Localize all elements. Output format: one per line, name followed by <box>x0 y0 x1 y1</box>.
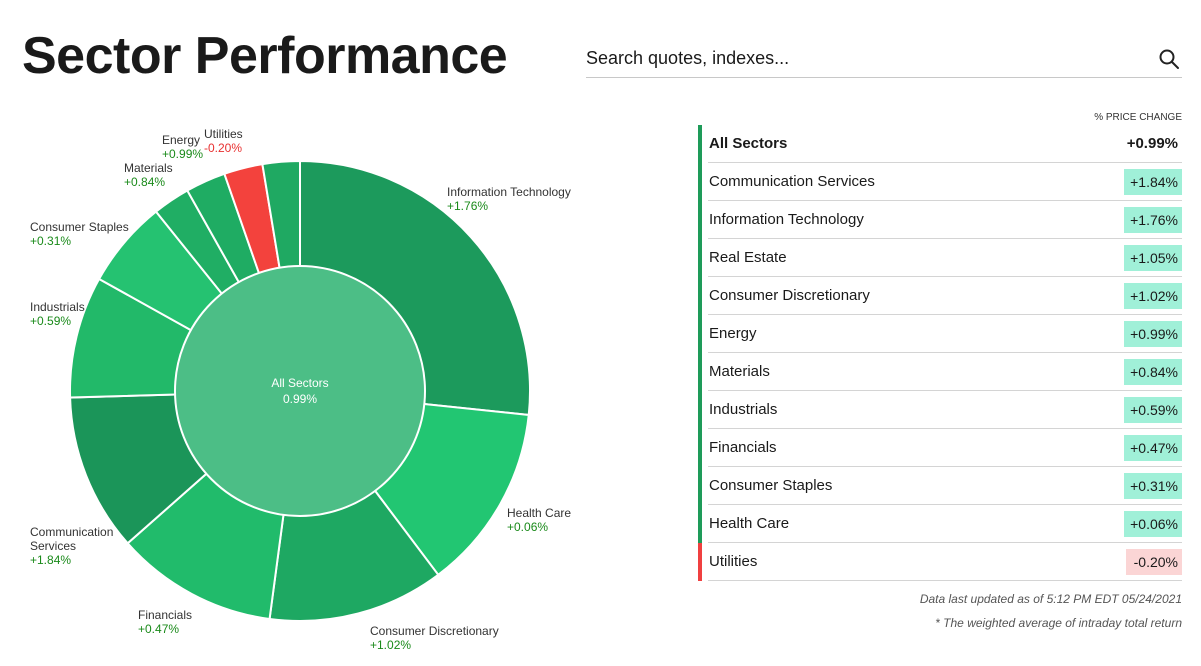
sector-name: Materials <box>709 363 770 380</box>
slice-label-name: Energy <box>162 133 200 147</box>
sector-name: All Sectors <box>709 135 788 152</box>
slice-label-industrials: Industrials+0.59% <box>30 300 85 328</box>
sector-change: +1.76% <box>1124 207 1182 233</box>
sector-change: +0.99% <box>1126 135 1178 152</box>
slice-label-name: Materials <box>124 161 173 175</box>
slice-label-name: Services <box>30 539 76 553</box>
slice-label-utilities: Utilities-0.20% <box>204 127 243 155</box>
table-row[interactable]: Energy +0.99% <box>698 315 1182 353</box>
table-row[interactable]: Financials +0.47% <box>698 429 1182 467</box>
slice-label-name: Industrials <box>30 300 85 314</box>
table-row[interactable]: Communication Services +1.84% <box>698 163 1182 201</box>
slice-label-name: Information Technology <box>447 185 571 199</box>
sector-table: All Sectors +0.99% Communication Services +… <box>698 125 1182 581</box>
page-title: Sector Performance <box>22 27 508 85</box>
slice-label-health-care: Health Care+0.06% <box>507 506 571 534</box>
slice-label-change: +1.84% <box>30 553 71 567</box>
sector-name: Industrials <box>709 401 778 418</box>
sector-name: Communication Services <box>709 173 875 190</box>
table-header: % PRICE CHANGE <box>1094 112 1182 123</box>
sector-change: +0.06% <box>1124 511 1182 537</box>
slice-label-consumer-discretionary: Consumer Discretionary+1.02% <box>370 624 499 652</box>
slice-label-consumer-staples: Consumer Staples+0.31% <box>30 220 129 248</box>
sector-name: Real Estate <box>709 249 787 266</box>
center-value: 0.99% <box>283 392 317 406</box>
sector-change: +0.47% <box>1124 435 1182 461</box>
sector-name: Utilities <box>709 553 758 570</box>
slice-label-change: +0.84% <box>124 175 165 189</box>
slice-label-name: Consumer Staples <box>30 220 129 234</box>
slice-label-change: +1.76% <box>447 199 488 213</box>
search-bar[interactable] <box>586 40 1182 78</box>
table-row[interactable]: Utilities -0.20% <box>698 543 1182 581</box>
sector-change: +1.02% <box>1124 283 1182 309</box>
slice-label-name: Utilities <box>204 127 243 141</box>
sector-name: Health Care <box>709 515 790 532</box>
slice-label-change: +0.59% <box>30 314 71 328</box>
slice-label-change: +0.99% <box>162 147 203 161</box>
sector-name: Financials <box>709 439 777 456</box>
table-row[interactable]: Information Technology +1.76% <box>698 201 1182 239</box>
footnote: * The weighted average of intraday total… <box>935 616 1182 630</box>
sector-change: +0.31% <box>1124 473 1182 499</box>
last-updated: Data last updated as of 5:12 PM EDT 05/2… <box>919 592 1182 606</box>
search-icon[interactable] <box>1158 48 1180 70</box>
center-label: All Sectors <box>271 376 328 390</box>
slice-label-change: +0.06% <box>507 520 548 534</box>
table-row[interactable]: Industrials +0.59% <box>698 391 1182 429</box>
sector-change: +0.59% <box>1124 397 1182 423</box>
sector-name: Energy <box>709 325 757 342</box>
slice-label-change: +0.31% <box>30 234 71 248</box>
slice-label-change: +0.47% <box>138 622 179 636</box>
table-row[interactable]: Consumer Discretionary +1.02% <box>698 277 1182 315</box>
table-row[interactable]: Real Estate +1.05% <box>698 239 1182 277</box>
sector-change: -0.20% <box>1126 549 1182 575</box>
slice-label-information-technology: Information Technology+1.76% <box>447 185 571 213</box>
sector-pie-chart: All Sectors 0.99% Information Technology… <box>30 127 571 652</box>
sector-change: +1.84% <box>1124 169 1182 195</box>
table-row[interactable]: All Sectors +0.99% <box>698 125 1182 163</box>
slice-label-name: Communication <box>30 525 113 539</box>
table-row[interactable]: Materials +0.84% <box>698 353 1182 391</box>
slice-label-materials: Materials+0.84% <box>124 161 173 189</box>
slice-label-energy: Energy+0.99% <box>162 133 203 161</box>
sector-change: +0.84% <box>1124 359 1182 385</box>
table-row[interactable]: Consumer Staples +0.31% <box>698 467 1182 505</box>
sector-name: Information Technology <box>709 211 864 228</box>
slice-label-change: +1.02% <box>370 638 411 652</box>
sector-name: Consumer Staples <box>709 477 833 494</box>
center-circle[interactable] <box>174 265 426 517</box>
search-input[interactable] <box>586 40 1146 76</box>
slice-label-name: Health Care <box>507 506 571 520</box>
slice-label-financials: Financials+0.47% <box>138 608 192 636</box>
sector-name: Consumer Discretionary <box>709 287 870 304</box>
slice-label-change: -0.20% <box>204 141 242 155</box>
sector-change: +1.05% <box>1124 245 1182 271</box>
sector-change: +0.99% <box>1124 321 1182 347</box>
slice-label-name: Financials <box>138 608 192 622</box>
slice-label-name: Consumer Discretionary <box>370 624 499 638</box>
table-row[interactable]: Health Care +0.06% <box>698 505 1182 543</box>
